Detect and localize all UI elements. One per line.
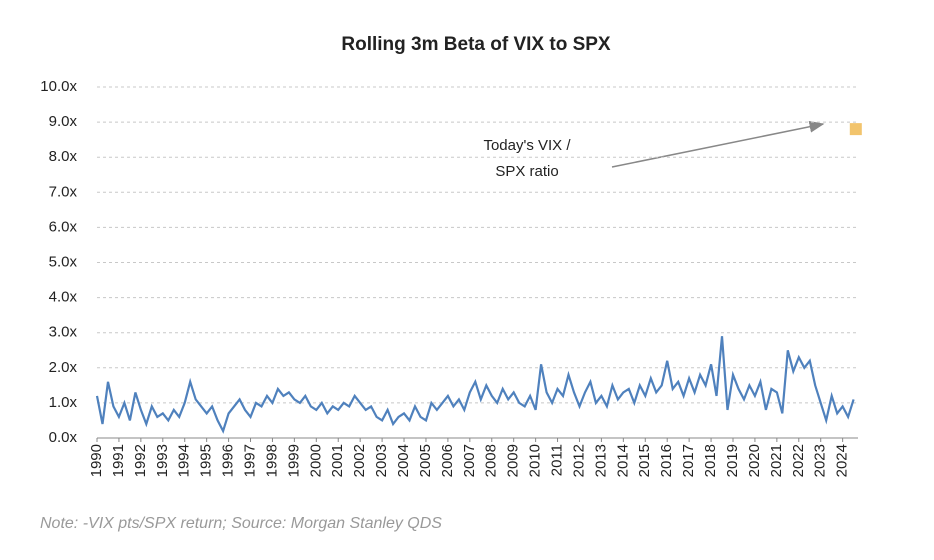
x-tick-label: 2007 [461, 444, 478, 477]
today-marker [849, 123, 862, 136]
y-tick-label: 4.0x [49, 289, 78, 306]
x-tick-label: 2002 [351, 444, 368, 477]
y-tick-label: 2.0x [49, 359, 78, 376]
arrow [611, 120, 825, 168]
x-tick-label: 2001 [329, 444, 346, 477]
x-tick-label: 2014 [614, 444, 631, 477]
x-tick-label: 1993 [154, 444, 171, 477]
x-tick-label: 2000 [307, 444, 324, 477]
y-tick-label: 3.0x [49, 324, 78, 341]
x-tick-label: 2021 [768, 444, 785, 477]
x-tick-label: 1996 [220, 444, 237, 477]
x-tick-label: 2004 [395, 444, 412, 477]
annotation: Today's VIX / [483, 137, 571, 154]
y-tick-label: 6.0x [49, 218, 78, 235]
x-tick-label: 2024 [834, 444, 851, 477]
x-tick-label: 1994 [176, 444, 193, 477]
x-tick-label: 2020 [746, 444, 763, 477]
x-tick-label: 1995 [198, 444, 215, 477]
y-tick-label: 5.0x [49, 253, 78, 270]
y-tick-label: 7.0x [49, 183, 78, 200]
y-tick-label: 9.0x [49, 113, 78, 130]
x-tick-label: 2008 [483, 444, 500, 477]
x-tick-label: 2012 [570, 444, 587, 477]
annotation: SPX ratio [495, 163, 558, 180]
x-tick-label: 2023 [812, 444, 829, 477]
y-tick-label: 8.0x [49, 148, 78, 165]
y-tick-label: 0.0x [49, 429, 78, 446]
x-tick-label: 2006 [439, 444, 456, 477]
x-tick-label: 2011 [549, 444, 566, 476]
x-tick-label: 2003 [373, 444, 390, 477]
y-tick-label: 10.0x [40, 78, 77, 95]
x-tick-label: 1998 [263, 444, 280, 477]
note: Note: -VIX pts/SPX return; Source: Morga… [40, 515, 442, 532]
x-tick-label: 2005 [417, 444, 434, 477]
x-tick-label: 2010 [527, 444, 544, 477]
x-tick-label: 2022 [790, 444, 807, 477]
x-tick-label: 2019 [724, 444, 741, 477]
x-tick-label: 1991 [110, 444, 127, 477]
x-tick-label: 1999 [285, 444, 302, 477]
x-tick-label: 2009 [505, 444, 522, 477]
x-tick-label: 2017 [680, 444, 697, 477]
x-tick-label: 2018 [702, 444, 719, 477]
line [95, 336, 855, 434]
x-tick-label: 1997 [241, 444, 258, 477]
x-tick-label: 2016 [658, 444, 675, 477]
y-tick-label: 1.0x [49, 394, 78, 411]
x-tick-label: 1992 [132, 444, 149, 477]
chart-title: Rolling 3m Beta of VIX to SPX [341, 34, 611, 55]
x-tick-label: 2015 [636, 444, 653, 477]
x-tick-label: 1990 [88, 444, 105, 477]
x-tick-label: 2013 [592, 444, 609, 477]
